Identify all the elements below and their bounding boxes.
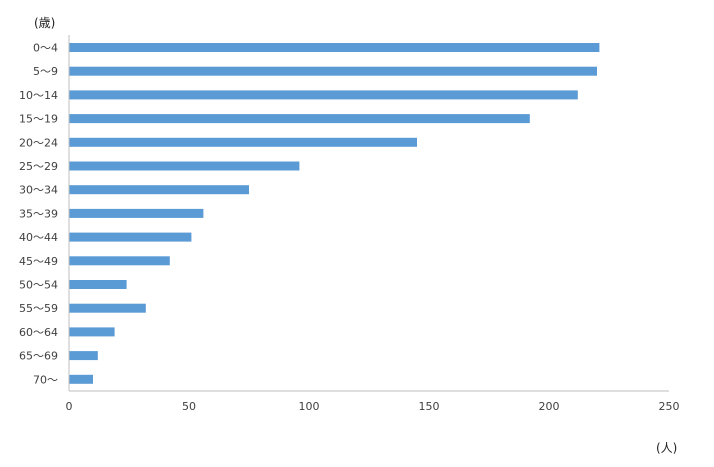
bar-8 [69, 232, 192, 242]
y-tick-label: 10～14 [19, 89, 58, 102]
x-tick-labels: 0 50 100 150 200 250 [66, 400, 680, 413]
bar-6 [69, 185, 249, 195]
bar-2 [69, 90, 578, 100]
bar-10 [69, 280, 127, 289]
y-tick-labels: 0～4 5～9 10～14 15～19 20～24 25～29 30～34 35～39 40～4… [19, 42, 58, 387]
y-tick-label: 40～44 [19, 231, 58, 244]
x-unit-label: (人) [656, 441, 677, 455]
bar-13 [69, 351, 98, 361]
y-tick-label: 5～9 [33, 65, 58, 78]
bar-9 [69, 256, 170, 266]
x-tick-label: 250 [659, 400, 680, 413]
x-tick-label: 150 [419, 400, 440, 413]
x-tick-label: 0 [66, 400, 73, 413]
bar-group [69, 43, 600, 384]
y-tick-label: 30～34 [19, 184, 58, 197]
bar-0 [69, 43, 600, 52]
y-tick-label: 70～ [33, 373, 58, 386]
bar-7 [69, 208, 204, 218]
y-unit-label: (歳) [34, 16, 55, 30]
y-tick-label: 15～19 [19, 113, 58, 126]
bar-5 [69, 161, 300, 171]
y-tick-label: 55～59 [19, 302, 58, 315]
bar-1 [69, 66, 597, 76]
y-tick-label: 20～24 [19, 136, 58, 149]
bar-12 [69, 327, 115, 337]
x-tick-label: 200 [539, 400, 560, 413]
y-tick-label: 60～64 [19, 326, 58, 339]
y-tick-label: 0～4 [33, 42, 58, 55]
bar-3 [69, 114, 530, 124]
y-tick-label: 25～29 [19, 160, 58, 173]
bar-4 [69, 137, 417, 147]
x-tick-label: 50 [182, 400, 196, 413]
y-tick-label: 45～49 [19, 255, 58, 268]
bar-14 [69, 374, 93, 384]
y-tick-label: 65～69 [19, 350, 58, 363]
bar-11 [69, 303, 146, 313]
x-tick-label: 100 [299, 400, 320, 413]
y-tick-label: 50～54 [19, 279, 58, 292]
y-tick-label: 35～39 [19, 207, 58, 220]
